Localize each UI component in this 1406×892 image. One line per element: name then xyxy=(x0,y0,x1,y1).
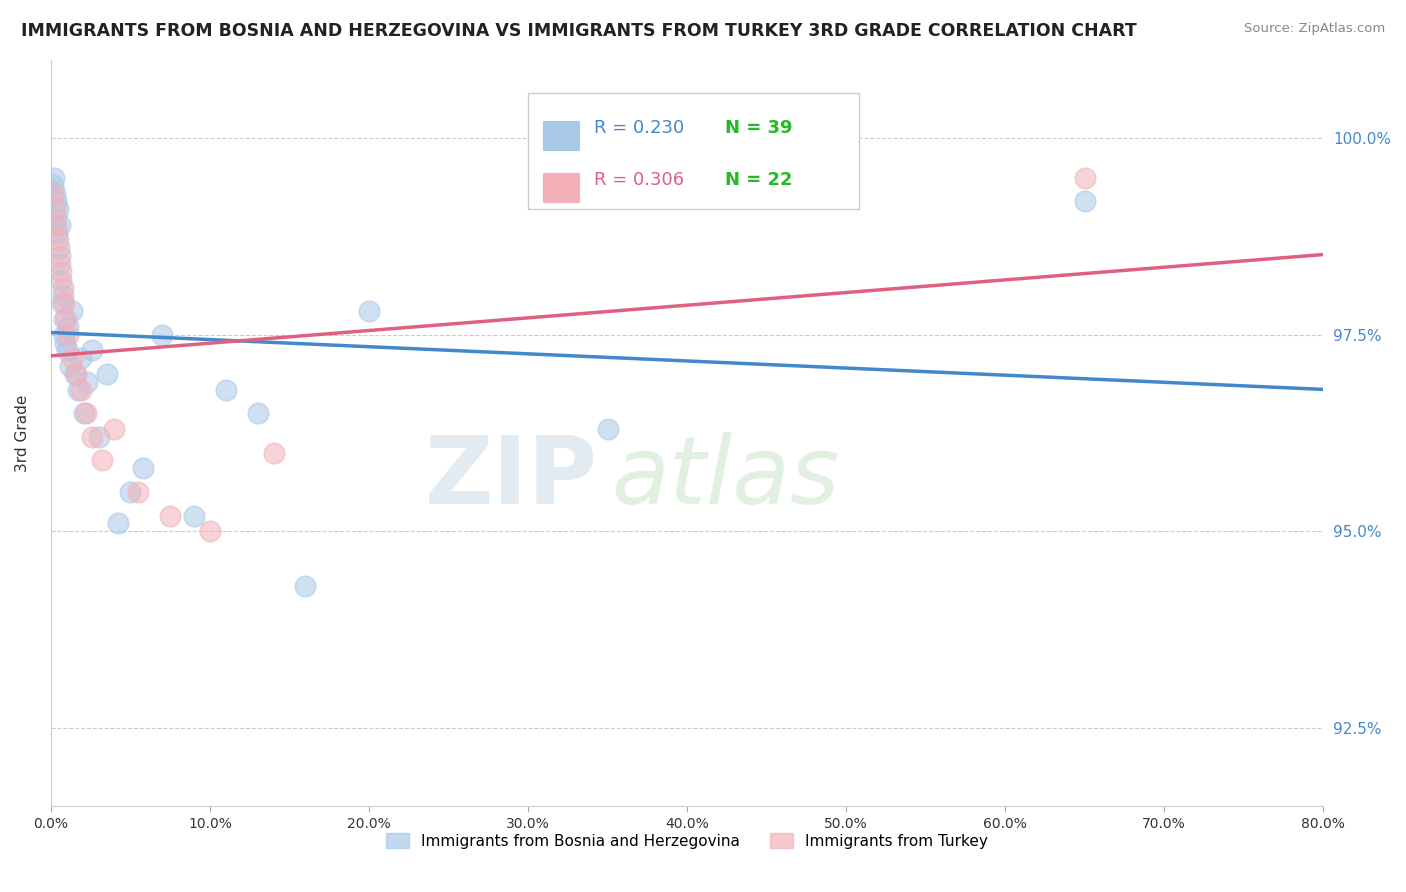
Point xyxy=(357,304,380,318)
Point xyxy=(52,280,75,294)
Text: N = 22: N = 22 xyxy=(725,170,793,189)
Point xyxy=(294,579,316,593)
Point xyxy=(82,343,104,358)
Point xyxy=(1073,194,1095,208)
Point xyxy=(132,461,155,475)
Point xyxy=(53,335,76,350)
Point xyxy=(73,406,96,420)
Text: Source: ZipAtlas.com: Source: ZipAtlas.com xyxy=(1244,22,1385,36)
Point xyxy=(52,312,75,326)
Point xyxy=(75,406,97,420)
Text: N = 39: N = 39 xyxy=(725,119,793,136)
Point xyxy=(87,430,110,444)
Point xyxy=(48,249,70,263)
Point xyxy=(42,170,65,185)
Point xyxy=(198,524,221,539)
Point xyxy=(45,218,67,232)
Point xyxy=(63,367,86,381)
Point xyxy=(52,288,75,302)
Point xyxy=(60,304,83,318)
Point xyxy=(90,453,112,467)
Point xyxy=(46,202,69,216)
Point xyxy=(55,343,77,358)
Point xyxy=(150,327,173,342)
Y-axis label: 3rd Grade: 3rd Grade xyxy=(15,394,30,472)
Text: R = 0.306: R = 0.306 xyxy=(595,170,685,189)
Point xyxy=(66,383,89,397)
Point xyxy=(44,186,66,201)
Point xyxy=(44,202,66,216)
Point xyxy=(55,312,77,326)
Point xyxy=(42,186,65,201)
Point xyxy=(596,422,619,436)
Point xyxy=(215,383,238,397)
Point xyxy=(45,194,67,208)
Point xyxy=(48,241,70,255)
Point xyxy=(183,508,205,523)
Point xyxy=(45,210,67,224)
Point xyxy=(246,406,269,420)
Point xyxy=(51,265,73,279)
Text: ZIP: ZIP xyxy=(425,432,598,524)
Point xyxy=(159,508,181,523)
Point xyxy=(65,367,87,381)
Point xyxy=(60,351,83,366)
Text: R = 0.230: R = 0.230 xyxy=(595,119,685,136)
Point xyxy=(58,319,80,334)
Point xyxy=(59,359,82,374)
Point xyxy=(1073,170,1095,185)
FancyBboxPatch shape xyxy=(529,93,859,209)
Point xyxy=(42,178,65,193)
Point xyxy=(46,226,69,240)
Point xyxy=(58,327,80,342)
Legend: Immigrants from Bosnia and Herzegovina, Immigrants from Turkey: Immigrants from Bosnia and Herzegovina, … xyxy=(380,827,994,855)
Point xyxy=(46,234,69,248)
Point xyxy=(127,485,149,500)
Point xyxy=(107,516,129,531)
Point xyxy=(82,430,104,444)
Point xyxy=(48,218,70,232)
Point xyxy=(53,327,76,342)
Text: IMMIGRANTS FROM BOSNIA AND HERZEGOVINA VS IMMIGRANTS FROM TURKEY 3RD GRADE CORRE: IMMIGRANTS FROM BOSNIA AND HERZEGOVINA V… xyxy=(21,22,1137,40)
Bar xyxy=(543,121,579,150)
Point xyxy=(70,383,93,397)
Point xyxy=(76,375,98,389)
Point xyxy=(120,485,142,500)
Point xyxy=(96,367,118,381)
Point xyxy=(49,257,72,271)
Point xyxy=(70,351,93,366)
Point xyxy=(103,422,125,436)
Text: atlas: atlas xyxy=(610,433,839,524)
Point xyxy=(263,445,285,459)
Bar xyxy=(543,173,579,202)
Point xyxy=(51,296,73,310)
Point xyxy=(51,273,73,287)
Point xyxy=(53,296,76,310)
